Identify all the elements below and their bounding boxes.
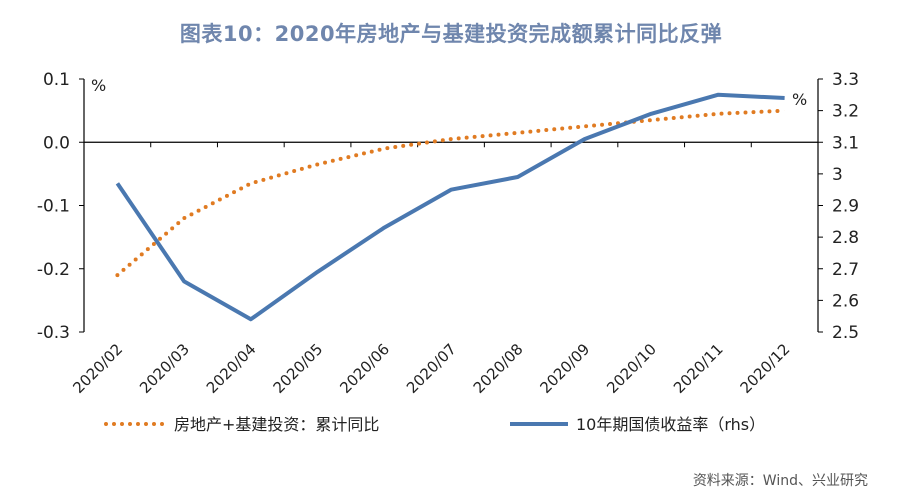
series-line-bond-yield: [115, 92, 785, 322]
left-tick-label: 0.1: [43, 70, 70, 90]
right-axis-unit: %: [792, 90, 807, 109]
x-tick-label: 2020/08: [470, 340, 527, 397]
left-tick-label: -0.2: [37, 260, 70, 280]
legend-label-bond-yield: 10年期国债收益率（rhs）: [576, 415, 765, 434]
right-tick-label: 2.7: [832, 260, 859, 280]
left-tick-label: -0.3: [37, 323, 70, 343]
left-tick-label: -0.1: [37, 197, 70, 217]
x-tick-label: 2020/03: [136, 340, 193, 397]
right-tick-label: 2.5: [832, 323, 859, 343]
x-tick-label: 2020/09: [536, 340, 593, 397]
left-tick-label: 0.0: [43, 133, 70, 153]
legend-label-investment: 房地产+基建投资：累计同比: [174, 415, 379, 434]
x-tick-label: 2020/02: [69, 340, 126, 397]
right-tick-label: 2.8: [832, 228, 859, 248]
chart-title: 图表10：2020年房地产与基建投资完成额累计同比反弹: [179, 22, 723, 46]
source-note: 资料来源：Wind、兴业研究: [692, 473, 868, 489]
x-tick-label: 2020/05: [270, 340, 327, 397]
right-tick-label: 3.2: [832, 102, 859, 122]
right-tick-label: 3: [832, 165, 843, 185]
right-tick-label: 3.1: [832, 133, 859, 153]
x-tick-label: 2020/07: [403, 340, 460, 397]
right-tick-label: 2.6: [832, 291, 859, 311]
x-tick-label: 2020/06: [336, 340, 393, 397]
series-line-investment: [115, 108, 787, 278]
x-tick-label: 2020/10: [603, 340, 660, 397]
legend: 房地产+基建投资：累计同比 10年期国债收益率（rhs）: [104, 415, 765, 434]
x-tick-label: 2020/11: [670, 340, 727, 397]
series-group: [115, 92, 787, 322]
right-tick-label: 2.9: [832, 197, 859, 217]
x-tick-label: 2020/12: [737, 340, 794, 397]
left-axis-unit: %: [91, 76, 106, 95]
right-tick-label: 3.3: [832, 70, 859, 90]
x-tick-label: 2020/04: [203, 340, 260, 397]
axes-group: 0.1 0.0 -0.1 -0.2 -0.3% 3.3 3.2 3.1 3 2.9 2.8 2.7 2.…: [37, 70, 859, 397]
